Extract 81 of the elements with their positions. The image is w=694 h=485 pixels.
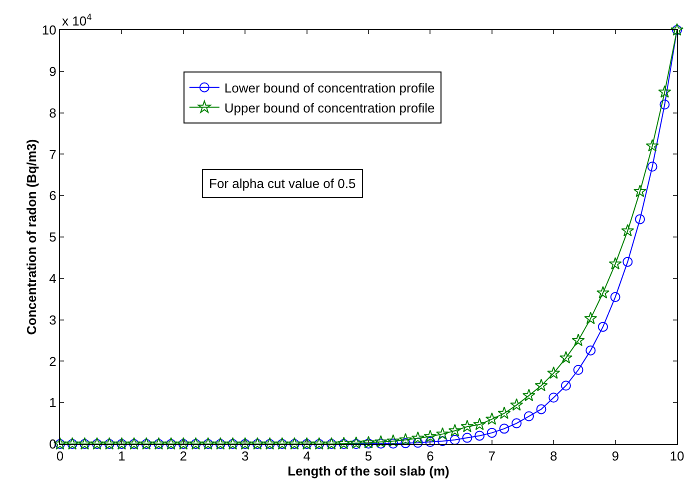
point — [610, 292, 620, 302]
point — [448, 424, 462, 436]
point — [584, 312, 598, 324]
x-tick-label: 2 — [180, 448, 188, 464]
point — [596, 286, 610, 298]
point — [338, 439, 349, 449]
point — [399, 433, 412, 446]
x-tick-label: 5 — [364, 448, 372, 464]
point — [473, 418, 486, 430]
point — [621, 224, 634, 236]
y-tick-label: 6 — [49, 188, 56, 204]
x-tick-label: 7 — [488, 448, 496, 464]
point — [424, 430, 437, 442]
point — [548, 392, 559, 403]
point — [460, 420, 474, 432]
point — [586, 345, 596, 356]
point — [608, 257, 622, 270]
point — [572, 334, 585, 346]
point — [510, 398, 524, 411]
point — [412, 438, 423, 448]
point — [364, 438, 374, 449]
point — [474, 430, 485, 441]
y-tick-label: 5 — [49, 230, 56, 245]
point — [512, 418, 522, 428]
y-tick-label: 2 — [49, 354, 56, 369]
y-tick-label: 8 — [49, 105, 56, 120]
point — [438, 436, 448, 446]
point — [658, 85, 672, 98]
point — [522, 388, 536, 402]
point — [376, 438, 386, 449]
point — [374, 435, 388, 448]
x-tick-label: 6 — [426, 448, 434, 464]
point — [598, 322, 608, 332]
point — [524, 411, 534, 422]
point — [436, 427, 450, 440]
y-tick-label: 3 — [49, 312, 56, 328]
point — [622, 256, 633, 267]
point — [337, 436, 350, 450]
point — [536, 404, 546, 414]
y-tick-label: 4 — [49, 270, 56, 286]
point — [547, 366, 560, 379]
y-tick-label: 7 — [49, 146, 56, 162]
point — [498, 406, 511, 419]
point — [646, 139, 659, 152]
point — [573, 364, 584, 375]
x-tick-label: 9 — [612, 448, 619, 464]
point — [559, 351, 572, 364]
point — [450, 434, 460, 445]
legend-label: Upper bound of concentration profile — [224, 100, 435, 116]
point — [485, 412, 498, 425]
point — [362, 436, 375, 448]
x-tick-label: 8 — [550, 448, 558, 464]
point — [388, 438, 398, 449]
y-tick-label: 9 — [49, 64, 56, 79]
point — [634, 214, 645, 224]
point — [350, 436, 363, 449]
point — [660, 100, 670, 110]
y-tick-label: 10 — [42, 22, 56, 38]
point — [633, 184, 646, 198]
y-axis-title: Concentration of radon (Bq/m3) — [24, 139, 39, 335]
point — [499, 424, 510, 434]
x-tick-label: 10 — [670, 448, 684, 464]
x-tick-label: 1 — [118, 448, 126, 464]
x-tick-label: 3 — [241, 448, 249, 464]
x-tick-label: 4 — [303, 448, 310, 464]
text: x 10$^{4}$ — [62, 12, 92, 28]
point — [411, 431, 424, 444]
legend-label: Lower bound of concentration profile — [224, 80, 435, 96]
point — [400, 438, 411, 448]
point — [351, 439, 362, 449]
point — [647, 162, 658, 172]
annotation: For alpha cut value of 0.5 — [209, 176, 356, 191]
point — [425, 436, 436, 447]
x-axis-title: Length of the soil slab (m) — [288, 464, 450, 479]
y-tick-label: 0 — [49, 436, 56, 452]
point — [462, 432, 472, 443]
point — [560, 380, 571, 391]
point — [386, 434, 400, 447]
point — [534, 378, 548, 392]
point — [486, 428, 497, 438]
y-tick-label: 1 — [49, 395, 56, 410]
